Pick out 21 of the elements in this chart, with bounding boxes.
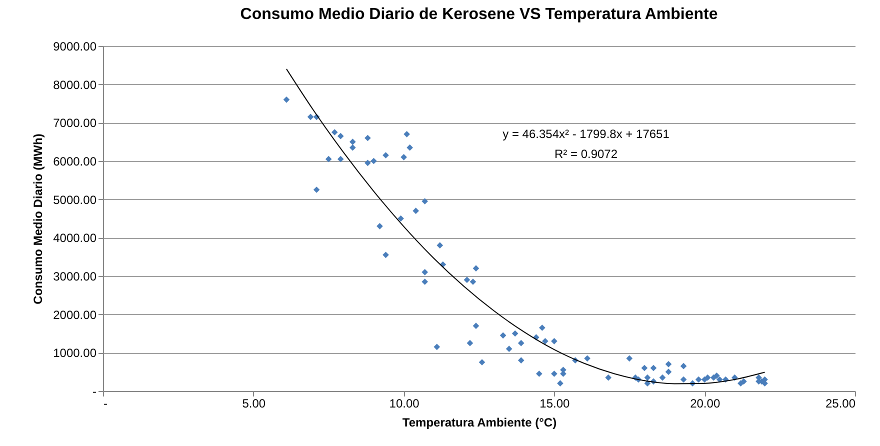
x-tick-label: 20.00 bbox=[690, 396, 720, 410]
x-tick-label: - bbox=[104, 396, 108, 410]
annotation: y = 46.354x² - 1799.8x + 17651 bbox=[502, 127, 670, 141]
x-axis-title: Temperatura Ambiente (°C) bbox=[402, 416, 557, 430]
y-tick-label: 4000.00 bbox=[53, 231, 97, 246]
y-tick-label: 8000.00 bbox=[53, 78, 97, 92]
y-tick-label: 7000.00 bbox=[53, 116, 97, 130]
y-tick-label: 1000.00 bbox=[53, 346, 97, 360]
y-tick-label: 2000.00 bbox=[53, 308, 97, 322]
y-axis-title: Consumo Medio Diario (MWh) bbox=[31, 134, 46, 304]
x-tick-label: 5.00 bbox=[242, 396, 266, 410]
x-tick-label: 15.00 bbox=[540, 396, 570, 410]
annotation: R² = 0.9072 bbox=[554, 147, 618, 161]
y-tick-label: - bbox=[92, 384, 96, 398]
y-tick-label: 6000.00 bbox=[53, 154, 97, 168]
y-tick-label: 9000.00 bbox=[53, 40, 97, 54]
x-tick-label: 25.00 bbox=[825, 396, 856, 410]
y-tick-label: 3000.00 bbox=[53, 270, 97, 284]
y-tick-label: 5000.00 bbox=[53, 192, 97, 207]
x-tick-label: 10.00 bbox=[389, 396, 420, 410]
chart-title: Consumo Medio Diario de Kerosene VS Temperatura Ambiente bbox=[240, 6, 718, 23]
